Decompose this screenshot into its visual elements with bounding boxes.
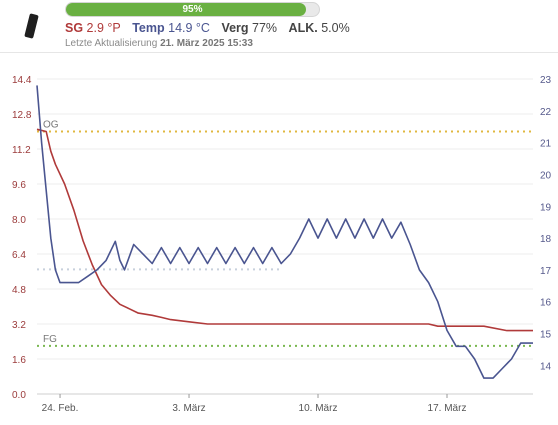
left-tick-label: 6.4 (12, 250, 26, 261)
x-tick-label: 24. Feb. (42, 403, 79, 414)
left-tick-label: 12.8 (12, 110, 32, 121)
x-tick-label: 3. März (172, 403, 205, 414)
last-updated: Letzte Aktualisierung 21. März 2025 15:3… (65, 38, 253, 49)
right-tick-label: 22 (540, 107, 552, 118)
temp-label: Temp (132, 21, 165, 35)
left-tick-label: 1.6 (12, 355, 26, 366)
x-tick-label: 10. März (299, 403, 338, 414)
alk-value: 5.0% (321, 21, 350, 35)
battery-fill (66, 3, 307, 16)
left-tick-label: 0.0 (12, 390, 26, 401)
right-tick-label: 20 (540, 170, 552, 181)
left-tick-label: 14.4 (12, 75, 32, 86)
alk-label: ALK. (288, 21, 318, 35)
sg-label: SG (65, 21, 84, 35)
gravity-line (36, 128, 533, 332)
reference-label: OG (43, 120, 59, 131)
header-divider (0, 52, 558, 53)
sg-value: 2.9 °P (86, 21, 121, 35)
right-tick-label: 23 (540, 75, 552, 86)
right-tick-label: 19 (540, 202, 552, 213)
stats-row: SG 2.9 °P Temp 14.9 °C Verg 77% ALK. 5.0… (65, 21, 358, 35)
right-tick-label: 16 (540, 298, 552, 309)
right-tick-label: 21 (540, 139, 552, 150)
verg-label: Verg (221, 21, 249, 35)
right-tick-label: 18 (540, 234, 552, 245)
left-tick-label: 8.0 (12, 215, 26, 226)
last-updated-value: 21. März 2025 15:33 (160, 38, 253, 49)
left-tick-label: 3.2 (12, 320, 26, 331)
temp-value: 14.9 °C (168, 21, 210, 35)
reference-label: FG (43, 334, 57, 345)
last-updated-prefix: Letzte Aktualisierung (65, 38, 158, 49)
x-tick-label: 17. März (428, 403, 467, 414)
temperature-line (36, 85, 533, 379)
left-tick-label: 11.2 (12, 145, 31, 156)
left-tick-label: 9.6 (12, 180, 26, 191)
battery-label: 95% (182, 4, 203, 15)
left-tick-label: 4.8 (12, 285, 26, 296)
battery-bar: 95% (65, 2, 320, 17)
verg-value: 77% (252, 21, 278, 35)
right-tick-label: 17 (540, 266, 552, 277)
right-tick-label: 15 (540, 330, 552, 341)
right-tick-label: 14 (540, 361, 552, 372)
